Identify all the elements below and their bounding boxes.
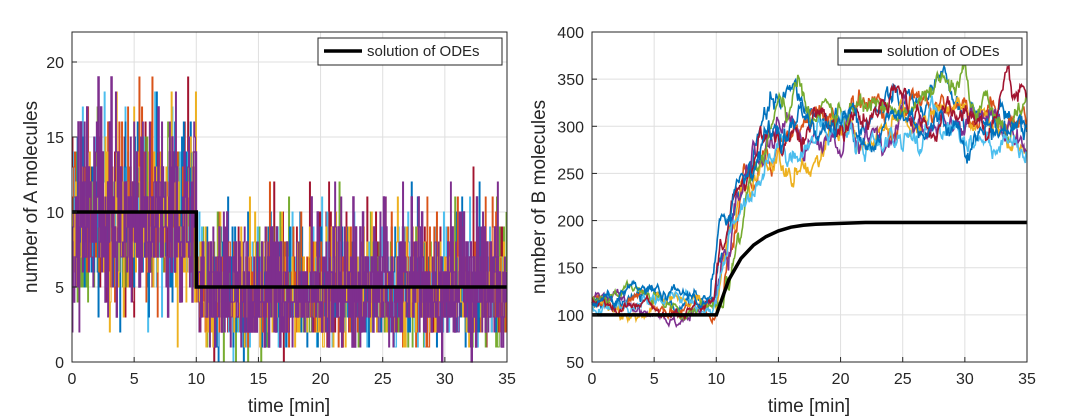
chart-b-y-tick-label: 400	[557, 25, 584, 42]
chart-a-x-tick-label: 0	[68, 371, 77, 388]
chart-a-x-tick-label: 5	[130, 371, 139, 388]
chart-a: 0 5 10 15 20 25 30 35 0 5 10 15 20 time [min] number…	[21, 31, 516, 417]
chart-b-plot-area	[592, 32, 1027, 362]
chart-b-x-tick-label: 25	[894, 371, 912, 388]
chart-a-y-tick-label: 0	[55, 355, 64, 372]
chart-b-y-tick-label: 200	[557, 214, 584, 231]
chart-b: 0 5 10 15 20 25 30 35 50 100 150 200 250 300 350 400 ti…	[529, 25, 1036, 417]
chart-a-x-tick-label: 10	[187, 371, 205, 388]
chart-b-y-tick-label: 50	[566, 355, 584, 372]
chart-a-x-tick-label: 30	[436, 371, 454, 388]
chart-a-legend: solution of ODEs	[317, 37, 503, 66]
chart-a-y-axis-label: number of A molecules	[21, 101, 42, 293]
chart-a-x-tick-label: 15	[250, 371, 268, 388]
chart-b-x-tick-label: 10	[707, 371, 725, 388]
chart-a-y-tick-label: 20	[46, 55, 64, 72]
chart-b-stochastic-runs	[591, 62, 1028, 329]
chart-b-tick-labels: 0 5 10 15 20 25 30 35 50 100 150 200 250 300 350 400	[557, 25, 1036, 388]
chart-b-x-tick-label: 30	[956, 371, 974, 388]
chart-b-legend-label: solution of ODEs	[887, 43, 1000, 60]
chart-b-y-tick-label: 250	[557, 166, 584, 183]
chart-b-run-line	[591, 62, 1028, 322]
chart-b-y-tick-label: 150	[557, 261, 584, 278]
chart-b-ode-line	[592, 220, 1027, 317]
chart-a-x-axis-label: time [min]	[248, 396, 330, 417]
chart-a-tick-labels: 0 5 10 15 20 25 30 35 0 5 10 15 20	[46, 55, 516, 388]
chart-b-x-axis-label: time [min]	[768, 396, 850, 417]
chart-b-frame	[591, 31, 1028, 363]
chart-a-ode-line	[72, 210, 507, 289]
chart-b-run-line	[591, 95, 1028, 319]
chart-a-stochastic-runs	[72, 76, 507, 363]
chart-a-legend-label: solution of ODEs	[367, 43, 480, 60]
chart-a-x-tick-label: 25	[374, 371, 392, 388]
chart-a-frame	[71, 31, 508, 363]
chart-b-y-axis-label: number of B molecules	[529, 100, 550, 294]
chart-a-y-tick-label: 15	[46, 130, 64, 147]
chart-b-x-tick-label: 20	[832, 371, 850, 388]
chart-b-x-tick-label: 15	[770, 371, 788, 388]
chart-a-y-tick-label: 10	[46, 205, 64, 222]
chart-a-y-tick-label: 5	[55, 280, 64, 297]
chart-b-y-tick-label: 100	[557, 308, 584, 325]
chart-b-y-tick-label: 300	[557, 119, 584, 136]
chart-b-legend: solution of ODEs	[837, 37, 1023, 66]
chart-b-y-tick-label: 350	[557, 72, 584, 89]
chart-b-x-tick-label: 5	[650, 371, 659, 388]
chart-a-x-tick-label: 20	[312, 371, 330, 388]
chart-a-axes	[71, 31, 508, 363]
chart-b-x-tick-label: 0	[588, 371, 597, 388]
chart-b-axes	[591, 31, 1028, 363]
chart-a-run-line	[72, 76, 507, 363]
chart-b-run-line	[591, 101, 1028, 310]
chart-b-x-tick-label: 35	[1018, 371, 1036, 388]
chart-a-x-tick-label: 35	[498, 371, 516, 388]
chart-b-run-line	[591, 63, 1028, 320]
